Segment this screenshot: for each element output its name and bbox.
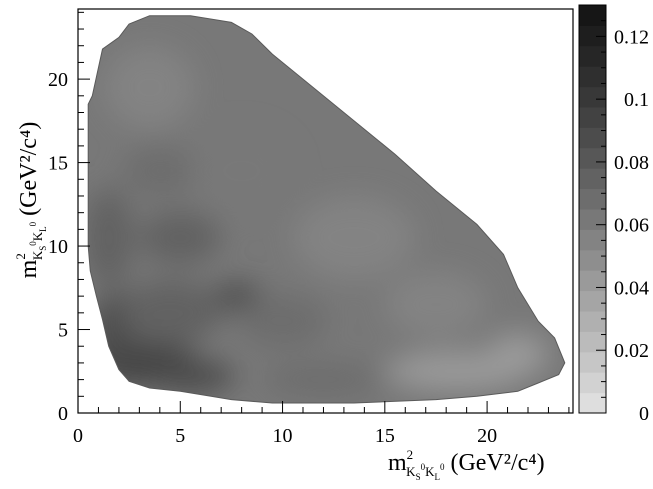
colorbar-band [579,229,606,251]
colorbar-band [579,127,606,149]
x-tick-label: 0 [73,425,83,447]
colorbar-band [579,5,606,26]
heat-blob-2 [145,359,236,393]
y-axis: 0 5 10 15 20 [48,11,90,425]
heat-blob-9 [104,45,195,130]
x-axis-title: m2 KS0KL0 (GeV²/c⁴) [388,447,545,482]
heat-blob-8 [237,294,328,348]
colorbar-band [579,270,606,292]
heat-blob-7 [123,145,197,196]
colorbar-tick-label: 0.06 [614,215,649,237]
colorbar-tick-label: 0.04 [614,277,649,299]
colorbar-band [579,351,606,373]
y-tick-label: 20 [48,69,68,91]
heat-blob-6 [139,211,222,265]
colorbar-band [579,147,606,169]
colorbar-band [579,86,606,108]
colorbar-band [579,331,606,353]
heat-blob-5 [88,187,134,288]
colorbar-band [579,290,606,312]
colorbar-tick-label: 0.02 [614,340,649,362]
colorbar-band [579,45,606,67]
heat-blob-14 [487,332,549,377]
x-axis: 0 5 10 15 20 [73,401,570,447]
y-tick-label: 15 [48,153,68,175]
colorbar-band [579,249,606,271]
colorbar-band [579,188,606,210]
colorbar-tick-label: 0.1 [624,89,649,111]
colorbar-band [579,209,606,230]
colorbar-tick-label: 0.08 [614,152,649,174]
region-outline [87,15,566,404]
colorbar-tick-label: 0.12 [614,26,649,48]
x-tick-label: 10 [273,425,293,447]
colorbar-tick-label: 0 [639,403,649,425]
y-axis-title: m2 KS0KL0(GeV²/c⁴) [13,122,48,279]
x-tick-label: 20 [477,425,497,447]
colorbar: 0 0.02 0.04 0.06 0.08 0.1 0.12 [578,4,649,425]
colorbar-band [579,66,606,88]
heat-blob-3 [213,282,263,310]
x-tick-label: 5 [175,425,185,447]
y-tick-label: 10 [48,236,68,258]
colorbar-band [579,25,606,47]
colorbar-band [579,392,606,414]
x-tick-label: 15 [375,425,395,447]
colorbar-band [579,168,606,190]
heat-blob-12 [384,271,488,338]
colorbar-band [579,107,606,128]
y-tick-label: 0 [58,403,68,425]
colorbar-band [579,311,606,332]
colorbar-band [579,372,606,394]
heat-blob-15 [262,362,385,397]
heat-region [87,15,566,404]
heat-blob-10 [190,129,293,213]
y-tick-label: 5 [58,320,68,342]
heat-blob-11 [292,195,416,280]
heat-blob-4 [118,279,222,347]
